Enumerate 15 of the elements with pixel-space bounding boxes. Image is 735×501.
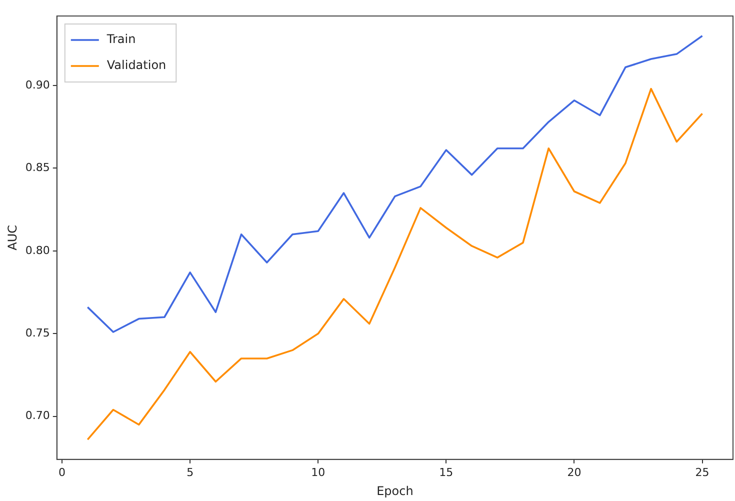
y-tick-label: 0.85: [25, 161, 50, 174]
y-tick-label: 0.75: [25, 326, 50, 340]
x-tick-label: 10: [311, 466, 326, 479]
x-tick-label: 15: [439, 466, 454, 479]
x-tick-label: 25: [695, 466, 710, 479]
x-tick-label: 5: [186, 466, 194, 479]
y-tick-label: 0.80: [25, 244, 50, 257]
y-tick-label: 0.70: [25, 409, 50, 422]
x-axis-title: Epoch: [376, 484, 414, 498]
legend-label: Train: [106, 32, 136, 46]
y-tick-label: 0.90: [25, 78, 50, 92]
legend-label: Validation: [106, 58, 166, 72]
x-tick-label: 20: [567, 466, 582, 479]
x-tick-label: 0: [58, 466, 66, 479]
y-axis-title: AUC: [5, 225, 20, 250]
